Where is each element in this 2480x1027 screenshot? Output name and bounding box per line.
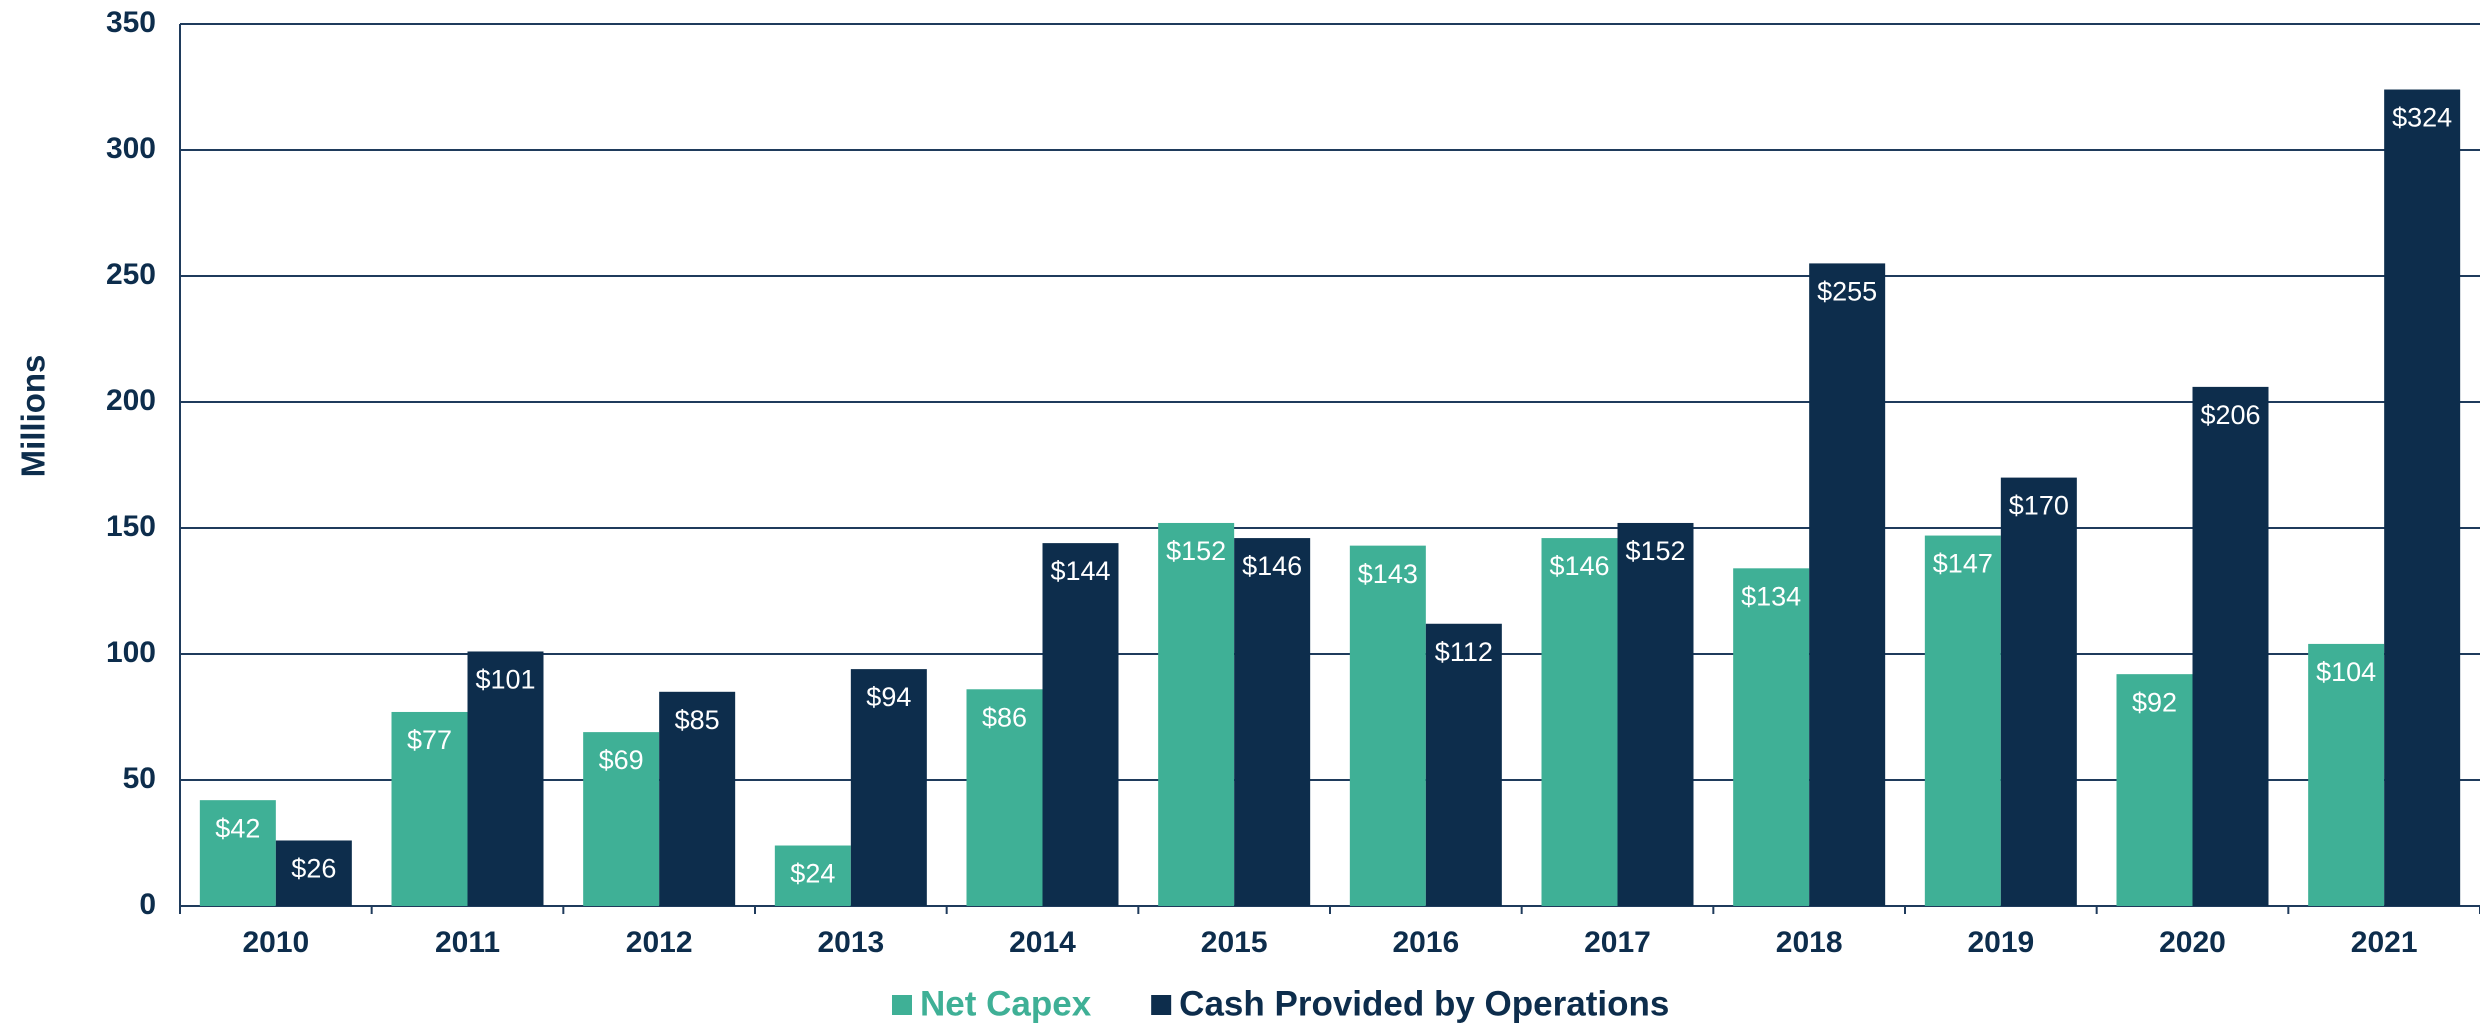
bar [2116, 674, 2193, 906]
legend-label: Cash Provided by Operations [1179, 984, 1669, 1023]
data-label: $134 [1741, 581, 1801, 611]
y-tick-label: 0 [139, 888, 156, 921]
x-tick-label: 2020 [2159, 926, 2226, 959]
data-label: $170 [2009, 491, 2069, 521]
bar [1425, 623, 1502, 906]
x-tick-label: 2015 [1201, 926, 1268, 959]
data-label: $101 [475, 665, 535, 695]
bar [850, 669, 927, 906]
data-label: $77 [407, 725, 452, 755]
x-tick-label: 2012 [626, 926, 693, 959]
x-tick-label: 2017 [1584, 926, 1651, 959]
bar [2308, 643, 2385, 906]
bar [1158, 522, 1235, 906]
x-tick-label: 2021 [2351, 926, 2418, 959]
data-label: $144 [1050, 556, 1110, 586]
bar [1924, 535, 2001, 906]
bar [199, 800, 276, 906]
data-label: $104 [2316, 657, 2376, 687]
data-label: $26 [291, 854, 336, 884]
y-tick-label: 100 [106, 636, 156, 669]
y-tick-label: 350 [106, 6, 156, 39]
data-label: $112 [1435, 637, 1493, 667]
bar [1541, 538, 1618, 906]
bar [2192, 386, 2269, 906]
data-label: $143 [1358, 559, 1418, 589]
bar [659, 691, 736, 906]
x-tick-label: 2010 [242, 926, 309, 959]
data-label: $94 [866, 682, 911, 712]
x-tick-label: 2016 [1392, 926, 1459, 959]
bar [2384, 89, 2461, 906]
data-label: $146 [1549, 551, 1609, 581]
bar [1809, 263, 1886, 906]
data-label: $86 [982, 702, 1027, 732]
x-tick-label: 2019 [1967, 926, 2034, 959]
legend-swatch [1151, 995, 1172, 1015]
bar [1042, 543, 1119, 906]
bar [2000, 477, 2077, 906]
bar [774, 845, 851, 906]
data-label: $92 [2132, 687, 2177, 717]
x-tick-label: 2013 [817, 926, 884, 959]
bar [583, 732, 660, 906]
bar [467, 651, 544, 906]
y-tick-label: 300 [106, 132, 156, 165]
bar [966, 689, 1043, 906]
data-label: $206 [2200, 400, 2260, 430]
data-label: $255 [1817, 277, 1877, 307]
data-label: $42 [215, 813, 260, 843]
data-label: $24 [790, 859, 835, 889]
y-axis-label: Millions [15, 355, 52, 478]
data-label: $152 [1166, 536, 1226, 566]
legend-label: Net Capex [920, 984, 1092, 1023]
x-tick-label: 2014 [1009, 926, 1076, 959]
data-label: $85 [675, 705, 720, 735]
bar [1733, 568, 1810, 906]
bar [1617, 522, 1694, 906]
data-label: $324 [2392, 103, 2452, 133]
legend-swatch [892, 995, 912, 1015]
y-tick-label: 250 [106, 258, 156, 291]
x-tick-label: 2018 [1776, 926, 1843, 959]
y-tick-label: 50 [123, 762, 156, 795]
y-tick-label: 150 [106, 510, 156, 543]
y-tick-label: 200 [106, 384, 156, 417]
data-label: $69 [599, 745, 644, 775]
bar [275, 840, 352, 906]
bar [1349, 545, 1426, 906]
data-label: $147 [1933, 549, 1993, 579]
bar [1234, 538, 1311, 906]
data-label: $146 [1242, 551, 1302, 581]
bar [391, 711, 468, 906]
x-tick-label: 2011 [435, 926, 500, 959]
data-label: $152 [1625, 536, 1685, 566]
